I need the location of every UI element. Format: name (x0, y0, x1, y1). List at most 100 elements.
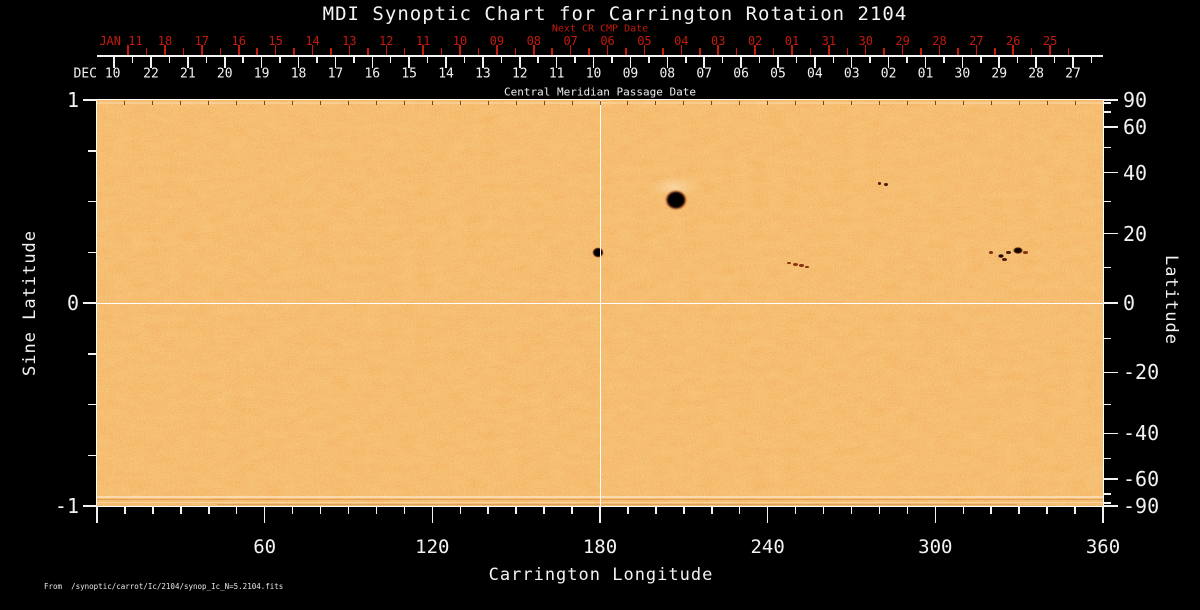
cmp-axis-minor-tick (353, 56, 355, 63)
red-axis-major-tick (975, 45, 978, 55)
cmp-axis-minor-tick (500, 56, 503, 63)
longitude-minor-tick (543, 506, 545, 514)
latitude-major-tick (1103, 126, 1118, 128)
cmp-axis-minor-tick (721, 56, 724, 63)
plot-top-inward-tick (348, 100, 349, 105)
longitude-minor-tick (235, 506, 238, 514)
longitude-minor-tick (794, 506, 797, 514)
sine-latitude-minor-tick (88, 200, 97, 203)
cmp-axis-major-tick (482, 56, 484, 68)
latitude-tick-label: -40 (1123, 421, 1160, 446)
latitude-minor-tick (1103, 111, 1111, 113)
red-day-label: 11 (415, 34, 431, 48)
sine-latitude-minor-tick (88, 454, 97, 456)
plot-top-inward-tick (571, 100, 573, 105)
sine-latitude-major-tick (83, 99, 97, 101)
red-day-label: 28 (932, 34, 947, 48)
cmp-day-label: 29 (991, 66, 1008, 82)
cmp-axis-minor-tick (906, 56, 908, 63)
longitude-major-tick (1102, 506, 1104, 523)
red-day-label: 25 (1042, 34, 1058, 48)
longitude-minor-tick (738, 506, 741, 514)
longitude-tick-label: 180 (582, 536, 618, 558)
cmp-day-label: 16 (364, 66, 381, 82)
sunspot (799, 264, 804, 267)
plot-top-inward-tick (403, 100, 405, 105)
cmp-axis-major-tick (150, 56, 152, 68)
plot-top-inward-tick (292, 100, 294, 105)
longitude-tick-label: 60 (253, 536, 277, 558)
red-day-label: 02 (747, 34, 763, 48)
cmp-axis-minor-tick (943, 56, 945, 63)
sunspot (792, 262, 798, 267)
plot-top-inward-tick (459, 100, 461, 105)
longitude-major-tick (934, 506, 937, 523)
plot-top-inward-tick (739, 100, 741, 105)
cmp-axis-major-tick (924, 56, 927, 68)
sunspot (877, 182, 881, 186)
red-axis-minor-tick (182, 48, 185, 55)
red-axis-major-tick (127, 45, 129, 55)
red-axis-minor-tick (735, 48, 738, 55)
red-axis-minor-tick (219, 48, 222, 55)
red-axis-minor-tick (256, 48, 258, 55)
red-axis-minor-tick (772, 48, 775, 55)
latitude-major-tick (1103, 232, 1118, 235)
cmp-axis-minor-tick (205, 56, 208, 63)
longitude-tick-label: 120 (415, 536, 450, 558)
red-axis-minor-tick (809, 48, 812, 55)
cmp-axis-title: Central Meridian Passage Date (503, 85, 697, 99)
cmp-axis-major-tick (666, 56, 669, 68)
latitude-tick-label: 20 (1123, 221, 1148, 246)
latitude-tick-label: 60 (1123, 115, 1148, 140)
cmp-day-label: 22 (143, 66, 159, 82)
plot-top-inward-tick (599, 100, 601, 105)
cmp-day-label: 04 (807, 66, 823, 82)
longitude-tick-label: 360 (1085, 536, 1121, 558)
red-day-label: 07 (563, 34, 578, 48)
latitude-axis-title: Latitude (1161, 255, 1181, 345)
sunspot (1006, 251, 1011, 255)
longitude-minor-tick (180, 506, 182, 514)
sine-latitude-tick-label: -1 (54, 494, 79, 518)
latitude-tick-label: 40 (1123, 160, 1148, 185)
plot-top-inward-tick (655, 100, 657, 105)
cmp-axis-line (97, 55, 1103, 57)
longitude-minor-tick (208, 506, 210, 514)
longitude-minor-tick (990, 506, 992, 514)
plot-top-inward-tick (851, 100, 852, 105)
source-note: From /synoptic/carrot/Ic/2104/synop_Ic_N… (44, 582, 284, 591)
longitude-minor-tick (1074, 506, 1076, 514)
red-day-label: 14 (305, 34, 320, 48)
red-axis-minor-tick (920, 48, 922, 55)
cmp-axis-minor-tick (980, 56, 982, 63)
longitude-major-tick (766, 506, 769, 523)
red-axis-major-tick (164, 45, 166, 55)
cmp-day-label: 21 (180, 66, 196, 82)
red-axis-minor-tick (440, 48, 443, 55)
red-axis-major-tick (533, 45, 535, 55)
cmp-axis-major-tick (1035, 56, 1037, 68)
sunspot (988, 251, 994, 255)
cmp-axis-major-tick (740, 56, 742, 68)
sunspot (1012, 247, 1023, 255)
cmp-day-label: 27 (1065, 66, 1081, 82)
cmp-axis-major-tick (445, 56, 447, 68)
plot-top-inward-tick (236, 100, 238, 105)
cmp-day-label: 07 (696, 66, 713, 82)
plot-top-inward-tick (823, 100, 825, 105)
longitude-minor-tick (487, 506, 489, 514)
latitude-major-tick (1103, 171, 1118, 174)
cmp-axis-major-tick (629, 56, 632, 68)
red-axis-major-tick (938, 45, 941, 55)
cmp-axis-minor-tick (685, 56, 687, 63)
red-axis-major-tick (1012, 45, 1014, 55)
cmp-day-label: 05 (770, 66, 786, 82)
cmp-axis-major-tick (1072, 56, 1074, 68)
red-axis-major-tick (791, 45, 793, 55)
plot-top-inward-tick (264, 100, 266, 105)
red-day-label: 04 (674, 34, 689, 48)
cmp-axis-minor-tick (1053, 56, 1056, 63)
plot-top-inward-tick (152, 100, 154, 105)
plot-top-inward-tick (487, 100, 489, 105)
